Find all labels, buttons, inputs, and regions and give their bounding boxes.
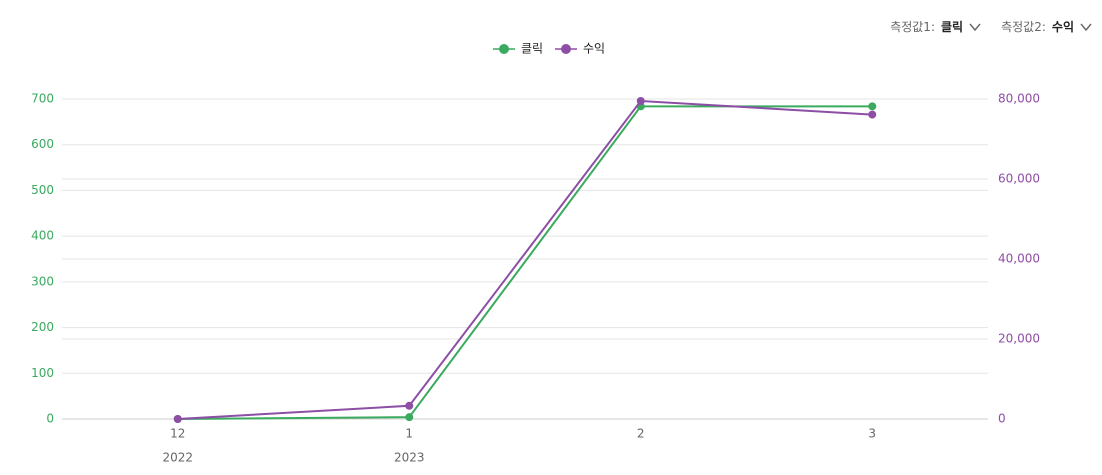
series-line-0 (177, 105, 873, 420)
series-line-1 (177, 99, 873, 420)
legend-label: 클릭 (521, 42, 543, 56)
x-axis-year-label: 2022 (162, 451, 193, 465)
left-axis-tick-label: 100 (31, 366, 54, 380)
legend-marker (499, 44, 509, 54)
chevron-down-icon (1080, 23, 1092, 31)
legend-label: 수익 (583, 42, 605, 56)
metric2-label: 측정값2: (1001, 20, 1046, 34)
chevron-down-icon (969, 23, 981, 31)
left-axis-tick-label: 400 (31, 229, 54, 243)
metric2-selector[interactable]: 측정값2: 수익 (1001, 18, 1092, 35)
right-axis-tick-label: 60,000 (998, 172, 1040, 186)
metric-selector-bar: 측정값1: 클릭 측정값2: 수익 (890, 18, 1092, 35)
metric2-value: 수익 (1051, 20, 1074, 34)
right-axis-tick-label: 80,000 (998, 92, 1040, 106)
x-axis-year-label: 2023 (394, 451, 425, 465)
left-axis-tick-label: 200 (31, 320, 54, 334)
legend-item-1[interactable]: 수익 (555, 42, 605, 56)
data-point-1[interactable] (636, 97, 645, 105)
x-axis-tick-label: 1 (405, 427, 413, 441)
right-axis-tick-label: 20,000 (998, 332, 1040, 346)
metric1-selector[interactable]: 측정값1: 클릭 (890, 18, 981, 35)
left-axis-tick-label: 300 (31, 274, 54, 288)
right-axis-tick-label: 0 (998, 412, 1006, 426)
data-point-1[interactable] (405, 401, 414, 410)
data-point-0[interactable] (405, 413, 414, 422)
x-axis-tick-label: 3 (868, 427, 876, 441)
x-axis-tick-label: 2 (637, 427, 645, 441)
data-point-0[interactable] (868, 102, 877, 111)
left-axis-tick-label: 500 (31, 183, 54, 197)
data-point-1[interactable] (868, 110, 877, 119)
data-point-1[interactable] (173, 415, 182, 423)
left-axis-tick-label: 600 (31, 137, 54, 151)
right-axis-tick-label: 40,000 (998, 252, 1040, 266)
metric1-label: 측정값1: (890, 20, 935, 34)
metric1-value: 클릭 (941, 20, 964, 34)
left-axis-tick-label: 0 (46, 412, 54, 426)
legend-item-0[interactable]: 클릭 (493, 42, 543, 56)
legend-marker (561, 44, 571, 54)
left-axis-tick-label: 700 (31, 92, 54, 106)
x-axis-tick-label: 12 (170, 427, 185, 441)
